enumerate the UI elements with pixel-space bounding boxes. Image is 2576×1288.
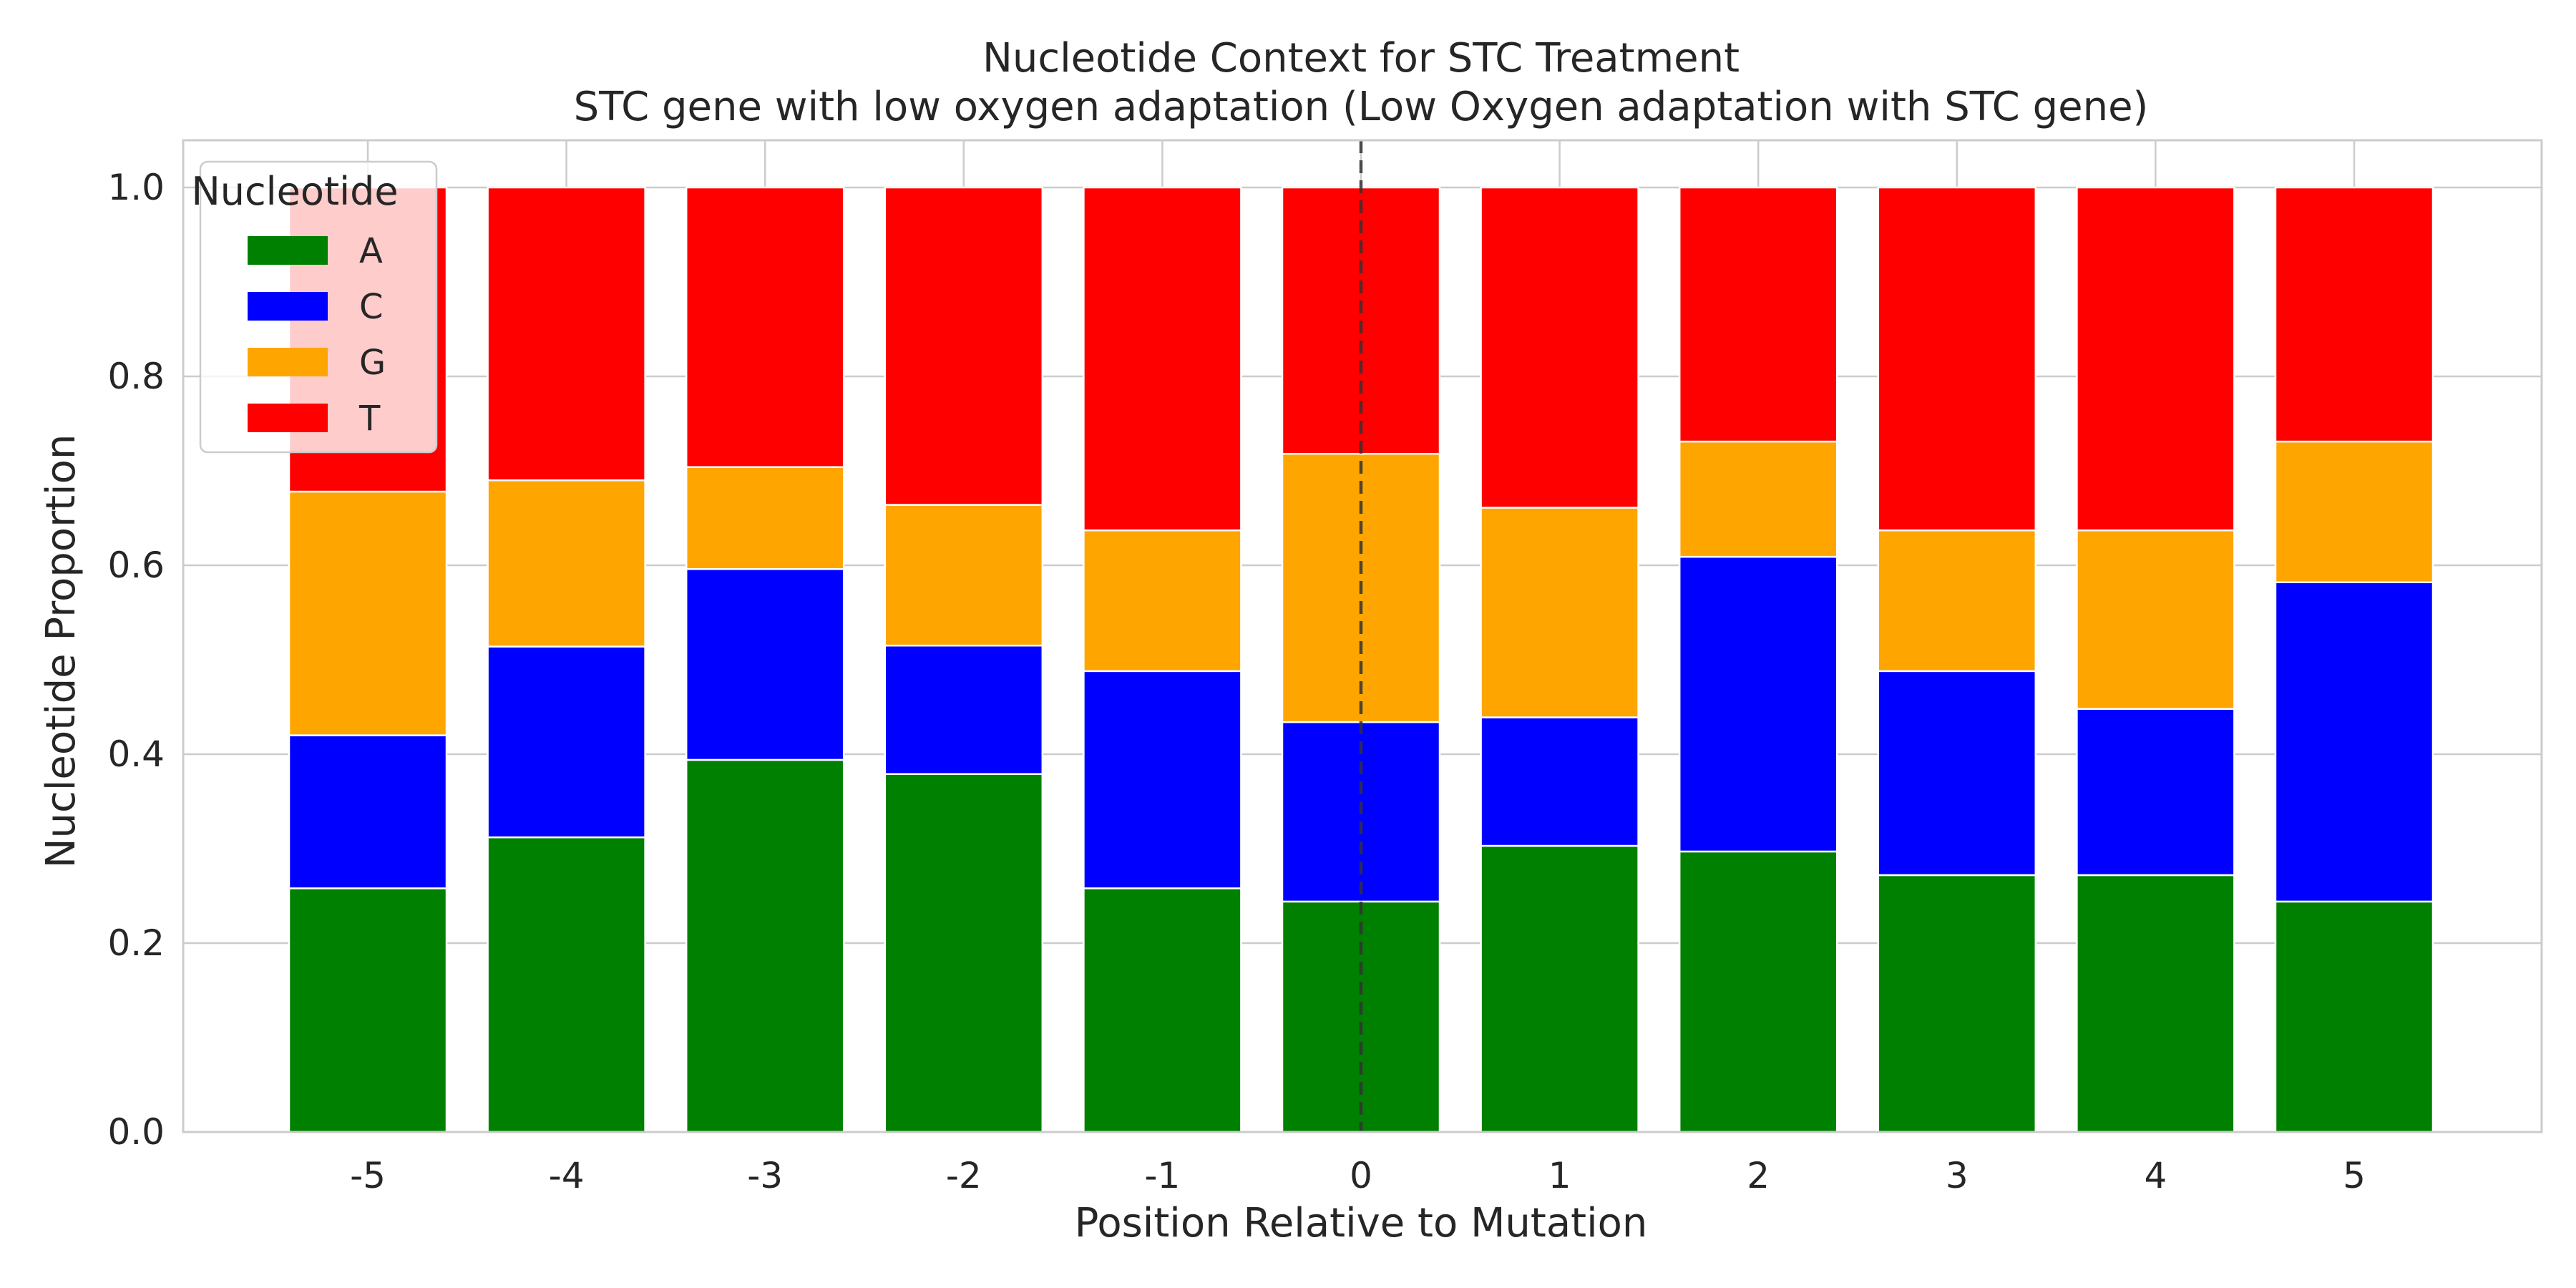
bar-T-pos-2 (1678, 186, 1838, 443)
bar-G-pos--1 (1083, 529, 1242, 673)
legend-swatch-C (248, 292, 328, 321)
bar-C-pos-2 (1678, 555, 1838, 853)
bar-C-pos-3 (1877, 670, 2037, 877)
x-tick-label: 3 (1946, 1155, 1968, 1196)
x-axis-label: Position Relative to Mutation (1075, 1200, 1648, 1246)
legend-label-T: T (358, 399, 381, 439)
bar-A-pos-4 (2076, 874, 2235, 1133)
bar-T-pos-3 (1877, 186, 2037, 532)
x-tick-label: 1 (1548, 1155, 1571, 1196)
bar-T-pos--3 (685, 186, 845, 468)
x-tick-label: -3 (747, 1155, 783, 1196)
bar-G-pos-2 (1678, 440, 1838, 558)
legend-title: Nucleotide (191, 169, 398, 214)
legend-swatch-A (248, 236, 328, 265)
bar-G-pos-1 (1480, 507, 1639, 718)
bars (288, 186, 2434, 1133)
bar-G-pos--3 (685, 466, 845, 570)
bar-C-pos--5 (288, 734, 448, 889)
bar-T-pos-1 (1480, 186, 1639, 509)
legend-label-C: C (359, 287, 384, 327)
y-tick-labels: 0.0 0.2 0.4 0.6 0.8 1.0 (107, 167, 165, 1153)
x-tick-label: -2 (946, 1155, 982, 1196)
bar-T-pos-5 (2274, 186, 2434, 443)
bar-A-pos--1 (1083, 887, 1242, 1133)
y-tick-label: 0.4 (107, 733, 165, 775)
x-tick-label: -1 (1144, 1155, 1180, 1196)
x-tick-labels: -5 -4 -3 -2 -1 0 1 2 3 4 5 (350, 1155, 2366, 1196)
y-axis-label: Nucleotide Proportion (38, 434, 84, 869)
x-tick-label: -5 (350, 1155, 386, 1196)
bar-A-pos-3 (1877, 874, 2037, 1133)
bar-T-pos--2 (884, 186, 1044, 506)
x-tick-label: 5 (2343, 1155, 2366, 1196)
bar-C-pos-4 (2076, 708, 2235, 877)
bar-A-pos--5 (288, 887, 448, 1133)
bar-A-pos-1 (1480, 844, 1639, 1133)
x-tick-label: 0 (1350, 1155, 1372, 1196)
y-tick-label: 0.2 (107, 922, 165, 964)
bar-C-pos--4 (487, 645, 646, 839)
y-tick-label: 0.6 (107, 545, 165, 586)
legend-label-G: G (359, 343, 386, 383)
bar-G-pos--2 (884, 504, 1044, 647)
bar-C-pos--1 (1083, 670, 1242, 889)
bar-C-pos--3 (685, 568, 845, 761)
bar-G-pos-4 (2076, 529, 2235, 710)
chart-title: Nucleotide Context for STC Treatment (982, 35, 1740, 82)
y-tick-label: 1.0 (107, 167, 165, 208)
bar-T-pos-4 (2076, 186, 2235, 532)
bar-A-pos-5 (2274, 900, 2434, 1133)
y-tick-label: 0.8 (107, 356, 165, 397)
bar-C-pos-1 (1480, 716, 1639, 847)
bar-A-pos--4 (487, 836, 646, 1133)
bar-C-pos--2 (884, 644, 1044, 775)
bar-G-pos-5 (2274, 440, 2434, 584)
legend-label-A: A (359, 231, 383, 271)
bar-T-pos--4 (487, 186, 646, 482)
bar-G-pos-3 (1877, 529, 2037, 673)
bar-A-pos-0 (1281, 900, 1441, 1133)
bar-A-pos--3 (685, 758, 845, 1133)
bar-A-pos-2 (1678, 850, 1838, 1133)
bar-A-pos--2 (884, 773, 1044, 1133)
chart-subtitle: STC gene with low oxygen adaptation (Low… (574, 84, 2149, 130)
x-tick-label: -4 (549, 1155, 585, 1196)
x-tick-label: 4 (2144, 1155, 2167, 1196)
legend-swatch-G (248, 348, 328, 376)
bar-G-pos--5 (288, 490, 448, 736)
bar-G-pos--4 (487, 479, 646, 648)
y-tick-label: 0.0 (107, 1111, 165, 1153)
plot-frame (182, 139, 2543, 1133)
bar-C-pos-5 (2274, 581, 2434, 903)
bar-T-pos--1 (1083, 186, 1242, 532)
x-tick-label: 2 (1747, 1155, 1770, 1196)
legend-swatch-T (248, 404, 328, 432)
